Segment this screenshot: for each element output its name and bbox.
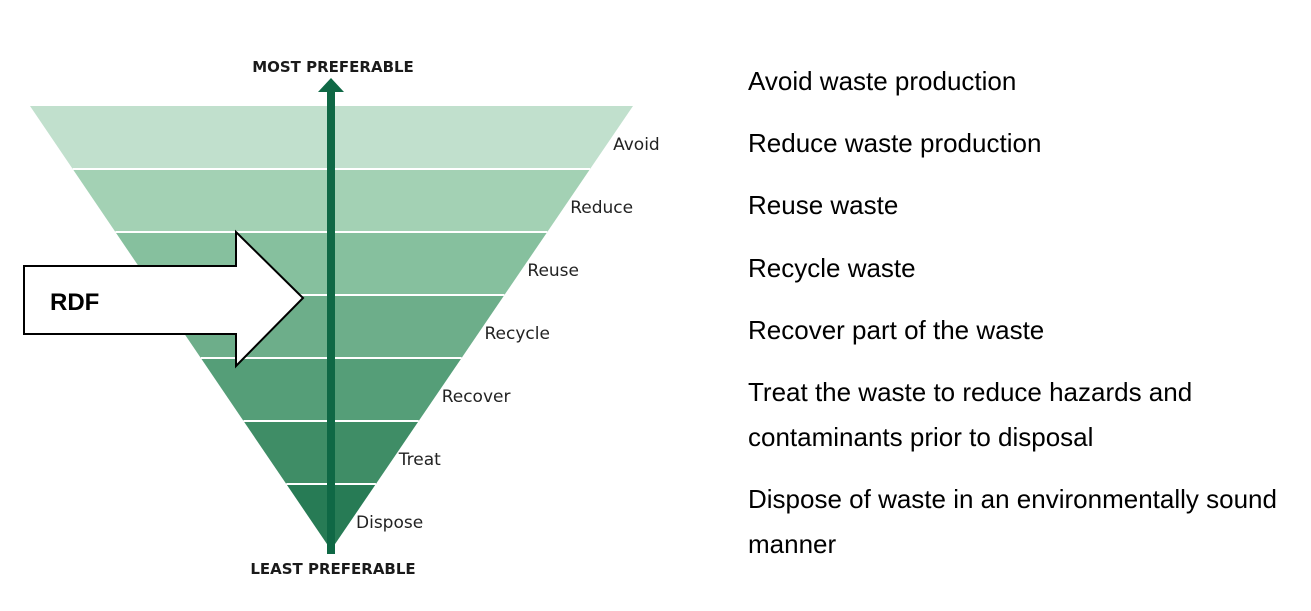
- level-label-reduce: Reduce: [570, 198, 633, 218]
- most-preferable-label: MOST PREFERABLE: [252, 58, 414, 76]
- description-recover: Recover part of the waste: [748, 315, 1045, 345]
- level-label-avoid: Avoid: [613, 135, 660, 155]
- description-dispose: Dispose of waste in an environmentally s…: [748, 484, 1277, 559]
- description-avoid: Avoid waste production: [748, 66, 1017, 96]
- level-label-dispose: Dispose: [356, 513, 423, 533]
- description-recycle: Recycle waste: [748, 253, 916, 283]
- rdf-callout: RDF: [23, 229, 305, 369]
- hierarchy-level-labels: Avoid Reduce Reuse Recycle Recover Treat Dispo…: [356, 135, 660, 533]
- preference-arrow-head: [318, 78, 344, 92]
- rdf-arrow-shape: [23, 229, 305, 369]
- least-preferable-label: LEAST PREFERABLE: [250, 560, 415, 578]
- level-label-recover: Recover: [442, 387, 511, 407]
- level-label-treat: Treat: [398, 450, 441, 470]
- waste-hierarchy-diagram: Avoid Reduce Reuse Recycle Recover Treat Dispo…: [23, 58, 660, 578]
- rdf-label: RDF: [50, 289, 99, 316]
- preference-arrow-shaft: [327, 88, 335, 554]
- description-reuse: Reuse waste: [748, 190, 899, 220]
- description-treat: Treat the waste to reduce hazards and co…: [748, 377, 1193, 452]
- level-label-recycle: Recycle: [485, 324, 550, 344]
- preference-arrow: [318, 78, 344, 554]
- description-reduce: Reduce waste production: [748, 128, 1042, 158]
- level-label-reuse: Reuse: [527, 261, 579, 281]
